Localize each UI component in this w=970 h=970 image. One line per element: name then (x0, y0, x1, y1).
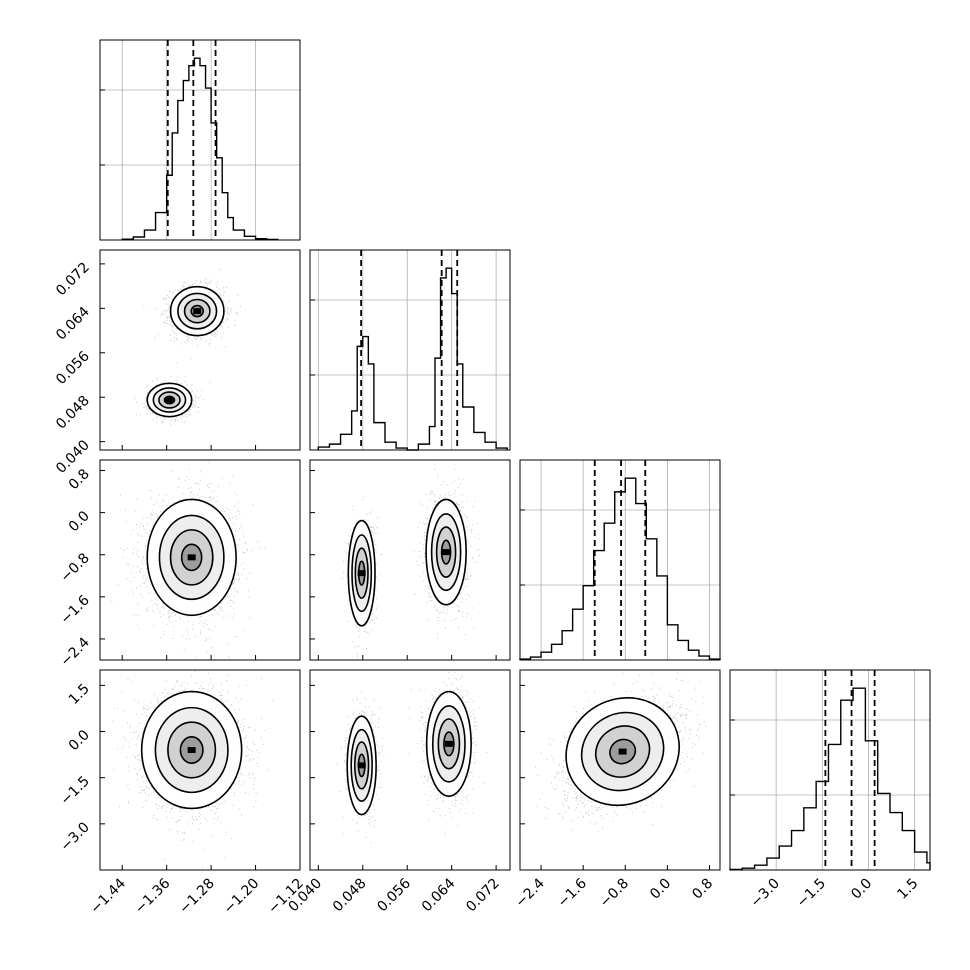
y-tick-label-p3: 0.0 (66, 727, 93, 754)
density-peak (187, 554, 196, 561)
y-tick-label-p1: 0.056 (53, 348, 93, 388)
x-tick-label-p1: 0.056 (374, 875, 414, 915)
pair-panel-p0-p1 (99, 249, 301, 451)
panel-frame (99, 669, 301, 871)
histogram-p3 (729, 687, 931, 871)
density-peak (357, 762, 366, 769)
panel-frame (309, 669, 511, 871)
diag-panel-p3 (729, 669, 931, 871)
density-peak (618, 748, 627, 755)
panel-frame (729, 669, 931, 871)
histogram-p1 (317, 267, 508, 451)
panel-frame (519, 669, 721, 871)
y-tick-label-p1: 0.064 (53, 304, 93, 344)
scatter-points (342, 463, 481, 657)
y-tick-label-p2: −1.6 (57, 592, 92, 627)
x-tick-label-p0: −1.28 (176, 876, 218, 918)
density-peak (357, 570, 366, 577)
density-peak (442, 549, 451, 556)
panel-frame (99, 459, 301, 661)
x-tick-label-p3: −1.5 (794, 876, 829, 911)
y-tick-label-p3: −3.0 (57, 819, 92, 854)
y-tick-label-p2: −2.4 (57, 634, 92, 669)
histogram-p2 (519, 477, 721, 660)
y-tick-label-p2: 0.0 (66, 508, 93, 535)
x-tick-label-p3: −3.0 (748, 876, 783, 911)
diag-panel-p1 (309, 249, 511, 451)
y-tick-label-p3: 1.5 (66, 681, 93, 708)
x-tick-label-p2: −2.4 (513, 875, 548, 910)
panel-frame (309, 459, 511, 661)
diag-panel-p2 (519, 459, 721, 661)
x-tick-label-p2: 0.8 (689, 876, 716, 903)
density-peak (444, 740, 453, 747)
diag-panel-p0 (99, 39, 301, 241)
density-peak (187, 747, 196, 753)
x-tick-label-p2: −1.6 (555, 875, 590, 910)
x-tick-label-p3: 1.5 (894, 876, 921, 903)
histogram-p0 (121, 57, 279, 241)
x-tick-label-p0: −1.44 (87, 875, 129, 917)
pair-panel-p1-p2 (309, 459, 511, 661)
x-tick-label-p2: −0.8 (597, 876, 632, 911)
pair-panel-p1-p3 (309, 669, 511, 871)
x-tick-label-p3: 0.0 (848, 876, 875, 903)
y-tick-label-p1: 0.072 (53, 259, 93, 299)
pair-panel-p0-p2 (99, 459, 301, 661)
density-peak (193, 308, 202, 315)
panel-frame (99, 39, 301, 241)
pair-panel-p2-p3 (519, 669, 721, 871)
y-tick-label-p1: 0.048 (53, 393, 93, 433)
pair-panel-p0-p3 (99, 669, 301, 871)
x-tick-label-p2: 0.0 (647, 876, 674, 903)
y-tick-label-p1: 0.040 (53, 437, 93, 477)
panel-frame (99, 249, 301, 451)
y-tick-label-p3: −1.5 (57, 773, 92, 808)
x-tick-label-p0: −1.36 (132, 875, 174, 917)
panel-frame (519, 459, 721, 661)
density-peak (165, 397, 174, 403)
x-tick-label-p1: 0.064 (419, 875, 459, 915)
panel-frame (309, 249, 511, 451)
x-tick-label-p0: −1.20 (221, 876, 263, 918)
y-tick-label-p2: −0.8 (57, 550, 92, 585)
x-tick-label-p1: 0.048 (330, 876, 370, 916)
x-tick-label-p1: 0.072 (463, 876, 503, 916)
